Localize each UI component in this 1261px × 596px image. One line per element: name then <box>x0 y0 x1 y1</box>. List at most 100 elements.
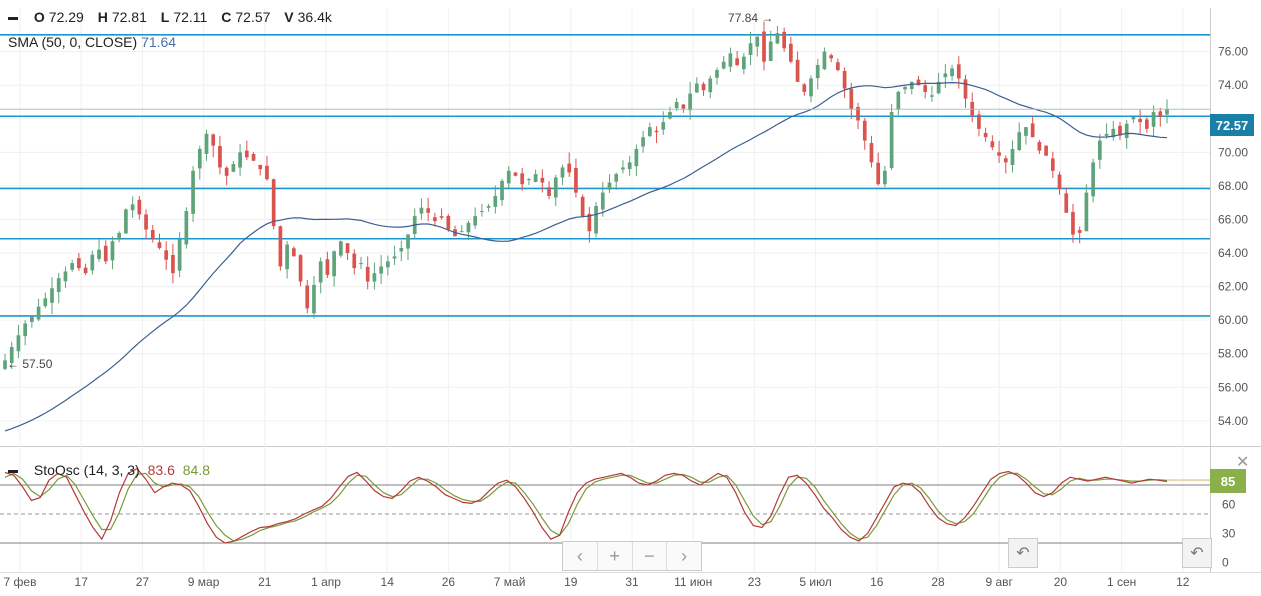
close-label: C <box>221 9 232 25</box>
candle-body <box>473 216 478 226</box>
zoom-in-button[interactable]: + <box>598 542 633 570</box>
candle-body <box>1158 111 1163 118</box>
candle-body <box>1044 145 1048 156</box>
candle-body <box>876 162 881 185</box>
candle-body <box>654 130 659 133</box>
x-tick-label: 9 авг <box>985 575 1013 589</box>
collapse-sto-icon[interactable] <box>8 469 18 473</box>
x-tick-label: 21 <box>258 575 272 589</box>
candle-body <box>1165 109 1169 115</box>
x-tick-label: 11 июн <box>674 575 712 589</box>
x-tick-label: 1 апр <box>311 575 341 589</box>
sma-value: 71.64 <box>141 34 177 50</box>
candle-body <box>130 204 135 211</box>
candle-body <box>513 172 518 176</box>
candle-body <box>540 177 545 183</box>
scroll-left-button[interactable]: ‹ <box>563 542 598 570</box>
candle-body <box>110 241 115 261</box>
candle-body <box>983 132 988 138</box>
candle-body <box>1057 174 1062 190</box>
close-value: 72.57 <box>235 9 271 25</box>
x-tick-label: 12 <box>1176 575 1190 589</box>
candle-body <box>574 167 578 193</box>
undo-icon[interactable]: ↶ <box>1008 538 1038 568</box>
candle-body <box>1104 133 1109 136</box>
candle-body <box>1091 162 1095 197</box>
candle-body <box>1024 127 1028 136</box>
candle-body <box>621 167 625 170</box>
zoom-out-button[interactable]: − <box>633 542 668 570</box>
candle-body <box>137 199 142 215</box>
candle-body <box>63 271 68 282</box>
x-tick-label: 5 июл <box>799 575 831 589</box>
candle-body <box>77 258 81 269</box>
sto-k-value: 83.6 <box>147 462 175 478</box>
candle-body <box>560 167 565 178</box>
open-value: 72.29 <box>48 9 84 25</box>
candle-body <box>379 266 383 274</box>
candle-body <box>715 70 719 78</box>
candle-body <box>977 114 981 129</box>
sto-legend[interactable]: StoOsc (14, 3, 3) 83.6 84.8 <box>8 462 210 478</box>
candle-body <box>721 61 726 69</box>
candle-body <box>144 214 148 230</box>
candle-body <box>426 208 431 213</box>
candle-body <box>956 64 961 79</box>
close-icon[interactable]: ✕ <box>1236 454 1250 471</box>
candle-body <box>157 242 162 248</box>
candle-body <box>789 43 793 62</box>
undo-icon[interactable]: ↶ <box>1182 538 1212 568</box>
candle-body <box>43 298 48 307</box>
collapse-icon[interactable] <box>8 16 18 20</box>
candle-body <box>124 209 128 234</box>
low-annotation: ← 57.50 <box>7 357 53 371</box>
candle-body <box>184 211 189 245</box>
candle-body <box>614 174 619 182</box>
candle-body <box>634 148 639 167</box>
high-label: H <box>97 9 108 25</box>
sto-value-tag: 85 <box>1210 469 1246 493</box>
candle-body <box>1071 212 1075 235</box>
candle-body <box>171 255 175 274</box>
candle-body <box>869 143 874 163</box>
high-value: 72.81 <box>111 9 147 25</box>
x-tick-label: 31 <box>625 575 639 589</box>
candle-body <box>480 211 484 213</box>
scroll-right-button[interactable]: › <box>681 545 688 566</box>
volume-value: 36.4k <box>297 9 332 25</box>
candle-body <box>23 323 27 337</box>
x-tick-label: 7 фев <box>4 575 37 589</box>
candle-body <box>218 146 222 168</box>
candle-body <box>392 256 397 259</box>
candle-body <box>1077 230 1082 233</box>
low-value: 72.11 <box>173 9 208 25</box>
candle-body <box>553 177 558 198</box>
candle-body <box>903 86 907 90</box>
y-tick-label: 54.00 <box>1218 414 1248 428</box>
candle-body <box>708 78 713 93</box>
candle-body <box>862 120 867 141</box>
candle-body <box>775 33 780 44</box>
candle-body <box>486 206 491 208</box>
candle-body <box>674 101 679 109</box>
candle-body <box>285 244 289 270</box>
candle-body <box>1124 123 1129 139</box>
candle-body <box>849 88 854 109</box>
candle-body <box>795 59 800 82</box>
candle-body <box>345 243 350 254</box>
main-pane <box>0 8 1210 446</box>
candle-body <box>9 346 14 363</box>
candle-body <box>191 170 195 214</box>
candle-body <box>177 239 182 271</box>
sto-label: StoOsc (14, 3, 3) <box>33 462 140 478</box>
candle-body <box>782 31 786 49</box>
x-tick-label: 27 <box>136 575 150 589</box>
candle-body <box>466 222 471 233</box>
candle-body <box>688 93 692 111</box>
sma-legend[interactable]: SMA (50, 0, CLOSE) 71.64 <box>8 34 176 50</box>
candle-body <box>567 163 572 173</box>
candle-body <box>936 81 941 94</box>
candle-body <box>856 106 860 121</box>
